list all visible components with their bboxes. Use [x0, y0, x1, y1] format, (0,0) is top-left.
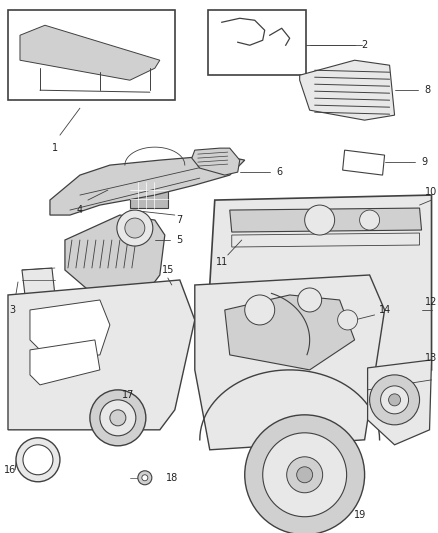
- Polygon shape: [195, 275, 385, 450]
- Circle shape: [370, 375, 420, 425]
- Bar: [235, 262, 249, 272]
- Circle shape: [389, 394, 401, 406]
- Polygon shape: [8, 280, 195, 430]
- Bar: [8, 10, 175, 100]
- Circle shape: [100, 400, 136, 436]
- Text: 3: 3: [9, 305, 15, 315]
- Text: 16: 16: [4, 465, 16, 475]
- Text: 17: 17: [122, 390, 134, 400]
- Text: 19: 19: [353, 510, 366, 520]
- Text: 7: 7: [177, 215, 183, 225]
- Text: 9: 9: [421, 157, 427, 167]
- Circle shape: [245, 295, 275, 325]
- Polygon shape: [225, 295, 355, 370]
- Circle shape: [16, 438, 60, 482]
- Circle shape: [287, 457, 323, 492]
- Text: 6: 6: [277, 167, 283, 177]
- Text: 14: 14: [378, 305, 391, 315]
- Bar: [270, 265, 280, 350]
- Polygon shape: [367, 360, 431, 445]
- Text: 5: 5: [177, 235, 183, 245]
- Circle shape: [245, 415, 364, 533]
- Text: 15: 15: [162, 265, 174, 275]
- Circle shape: [305, 205, 335, 235]
- Circle shape: [117, 210, 153, 246]
- Text: 18: 18: [166, 473, 178, 483]
- Polygon shape: [300, 60, 395, 120]
- Bar: [292, 265, 302, 350]
- Polygon shape: [65, 215, 165, 300]
- Polygon shape: [30, 340, 100, 385]
- Bar: [380, 265, 389, 350]
- Polygon shape: [30, 300, 110, 360]
- Text: 10: 10: [425, 187, 438, 197]
- Bar: [232, 250, 420, 360]
- Bar: [130, 180, 168, 208]
- Bar: [357, 265, 367, 350]
- Polygon shape: [192, 148, 240, 175]
- Circle shape: [360, 210, 380, 230]
- Polygon shape: [230, 208, 421, 232]
- Bar: [408, 262, 421, 272]
- Text: 13: 13: [425, 353, 438, 363]
- Polygon shape: [210, 195, 431, 375]
- Circle shape: [298, 288, 321, 312]
- Polygon shape: [232, 233, 420, 247]
- Bar: [314, 265, 324, 350]
- Text: 8: 8: [424, 85, 431, 95]
- Circle shape: [125, 218, 145, 238]
- Polygon shape: [20, 25, 160, 80]
- Circle shape: [138, 471, 152, 485]
- Circle shape: [263, 433, 346, 516]
- Text: 2: 2: [361, 40, 368, 50]
- Text: 4: 4: [77, 205, 83, 215]
- Text: 1: 1: [52, 143, 58, 153]
- Polygon shape: [50, 155, 245, 215]
- Text: 12: 12: [425, 297, 438, 307]
- Bar: [248, 265, 258, 350]
- Circle shape: [381, 386, 409, 414]
- Polygon shape: [343, 150, 385, 175]
- Circle shape: [90, 390, 146, 446]
- Bar: [408, 350, 421, 360]
- Bar: [208, 10, 306, 75]
- Bar: [235, 350, 249, 360]
- Circle shape: [23, 445, 53, 475]
- Circle shape: [338, 310, 357, 330]
- Bar: [336, 265, 346, 350]
- Circle shape: [110, 410, 126, 426]
- Circle shape: [297, 467, 313, 483]
- Text: 11: 11: [215, 257, 228, 267]
- Circle shape: [142, 475, 148, 481]
- Polygon shape: [339, 462, 364, 490]
- Polygon shape: [22, 268, 55, 295]
